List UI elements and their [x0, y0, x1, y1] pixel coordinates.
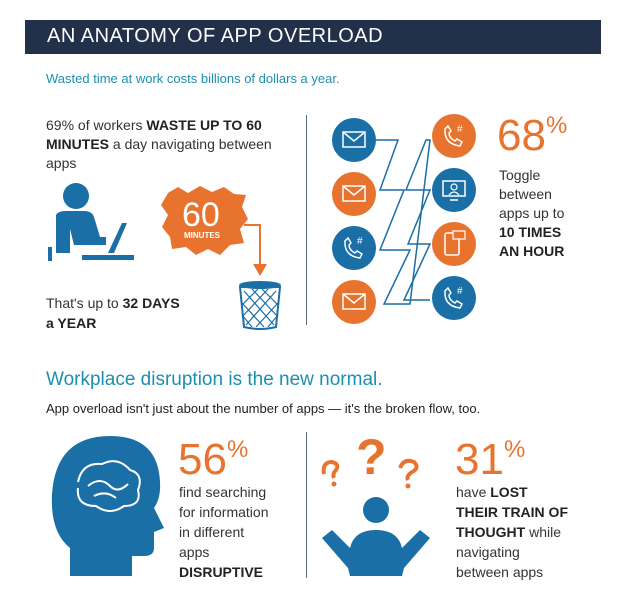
- sixty-minutes-badge: 60 MINUTES: [161, 186, 248, 255]
- head-brain-icon: [51, 436, 164, 576]
- title-banner: AN ANATOMY OF APP OVERLOAD: [25, 20, 601, 54]
- thought-stat: have LOST THEIR TRAIN OF THOUGHT while n…: [456, 484, 568, 580]
- section-heading: Workplace disruption is the new normal.: [46, 369, 383, 390]
- phone-icon: #: [432, 114, 476, 158]
- phone-icon: #: [332, 226, 376, 270]
- svg-text:#: #: [457, 124, 463, 135]
- search-stat: find searching for information in differ…: [179, 484, 269, 580]
- arrow-to-trash: [244, 224, 267, 276]
- search-percent: 56%: [178, 435, 249, 484]
- confused-person-icon: ?: [321, 430, 430, 576]
- person-laptop-icon: [48, 183, 134, 261]
- toggle-percent: 68%: [497, 111, 568, 160]
- svg-text:?: ?: [356, 430, 387, 485]
- trash-can-icon: [238, 281, 282, 330]
- badge-label: MINUTES: [184, 231, 221, 240]
- waste-stat: 69% of workers WASTE UP TO 60 MINUTES a …: [46, 117, 272, 171]
- email-icon: [332, 118, 376, 162]
- monitor-icon: [432, 168, 476, 212]
- app-switching-diagram: # # #: [332, 114, 476, 324]
- days-stat: That's up to 32 DAYS a YEAR: [46, 295, 180, 331]
- email-icon: [332, 280, 376, 324]
- svg-text:#: #: [457, 286, 463, 297]
- page-title: AN ANATOMY OF APP OVERLOAD: [47, 25, 384, 47]
- mobile-chat-icon: [432, 222, 476, 266]
- divider-bottom: [306, 432, 307, 578]
- badge-number: 60: [182, 196, 220, 234]
- section-subtitle: App overload isn't just about the number…: [46, 401, 481, 416]
- toggle-stat: Toggle between apps up to 10 TIMES AN HO…: [499, 167, 565, 259]
- thought-percent: 31%: [455, 435, 526, 484]
- svg-text:#: #: [357, 236, 363, 247]
- phone-icon: #: [432, 276, 476, 320]
- divider-top: [306, 115, 307, 325]
- intro-subtitle: Wasted time at work costs billions of do…: [46, 71, 340, 86]
- email-icon: [332, 172, 376, 216]
